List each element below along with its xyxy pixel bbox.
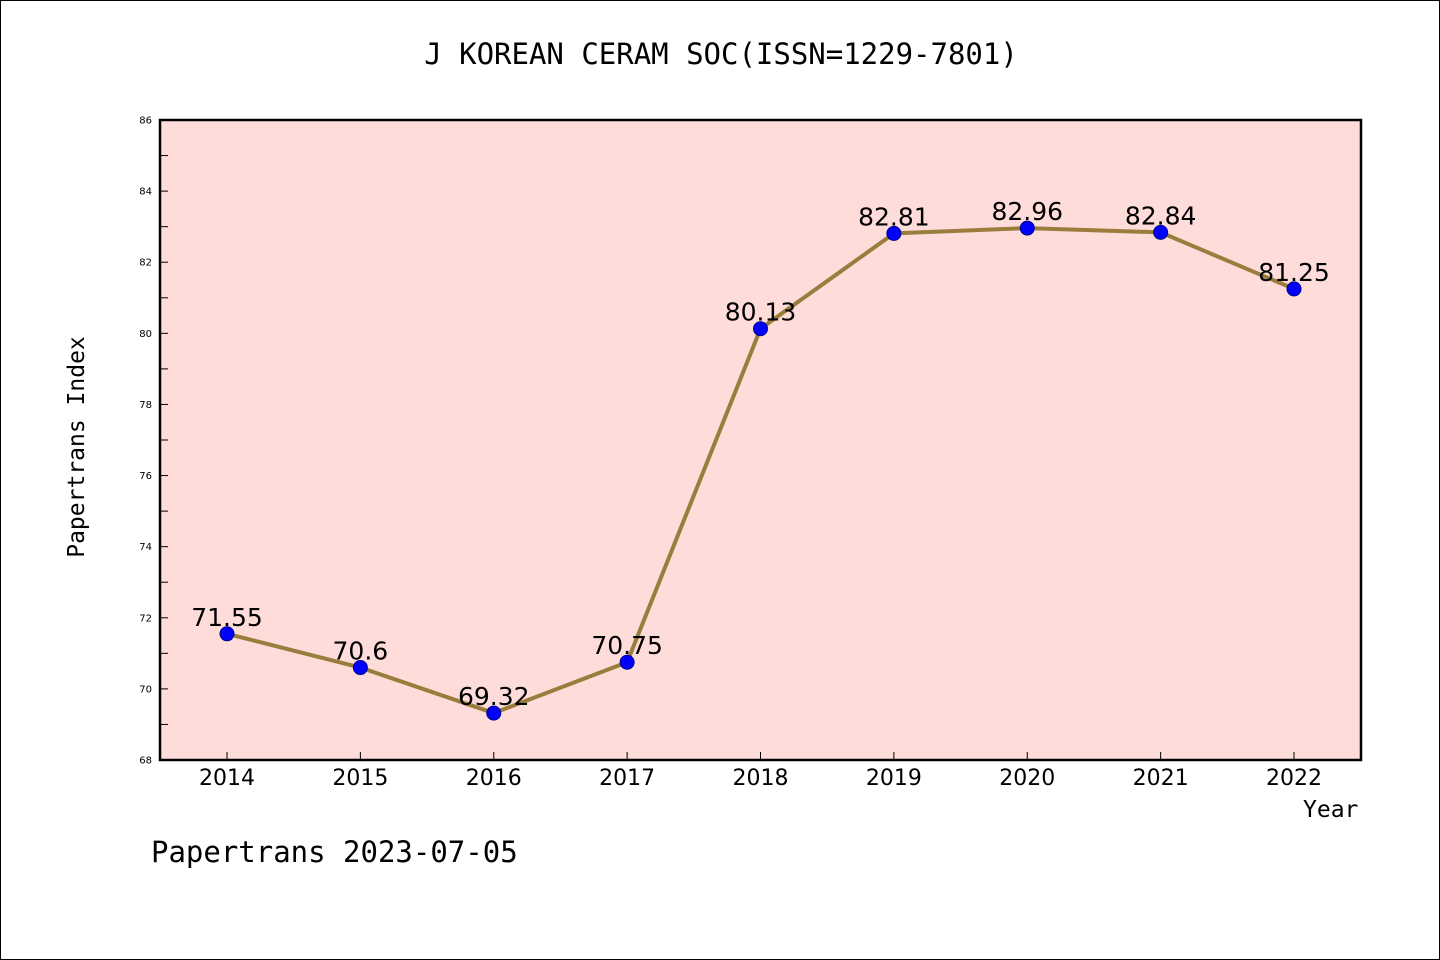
y-tick-label: 72: [139, 613, 152, 624]
y-tick-label: 82: [139, 258, 152, 269]
x-tick-label: 2022: [1266, 766, 1322, 791]
y-tick-label: 86: [139, 116, 152, 127]
data-label: 80.13: [725, 298, 797, 327]
data-point: [753, 321, 768, 337]
data-label: 71.55: [191, 603, 263, 632]
x-axis-label: Year: [1303, 797, 1359, 823]
data-point: [886, 225, 902, 241]
data-label: 82.84: [1125, 201, 1197, 230]
data-point: [352, 660, 368, 676]
x-tick-label: 2016: [466, 766, 522, 791]
x-tick-label: 2020: [999, 766, 1055, 791]
y-tick-label: 76: [139, 471, 152, 482]
data-point: [486, 705, 502, 721]
y-tick-label: 84: [139, 187, 152, 198]
data-point: [619, 654, 635, 670]
footer-date: Papertrans 2023-07-05: [151, 835, 518, 869]
data-label: 69.32: [458, 682, 530, 711]
y-tick-label: 78: [139, 400, 152, 411]
y-tick-label: 74: [139, 542, 152, 553]
x-tick-label: 2021: [1133, 766, 1189, 791]
data-label: 70.75: [591, 631, 663, 660]
data-label: 82.96: [991, 197, 1063, 226]
y-tick-label: 80: [139, 329, 152, 340]
y-tick-label: 68: [139, 756, 152, 767]
data-point: [219, 626, 235, 642]
data-point: [1019, 220, 1035, 236]
data-label: 82.81: [858, 202, 930, 231]
x-tick-label: 2017: [599, 766, 655, 791]
x-tick-label: 2015: [332, 766, 388, 791]
x-tick-label: 2014: [199, 766, 255, 791]
chart-title: J KOREAN CERAM SOC(ISSN=1229-7801): [424, 37, 1018, 71]
data-point: [1286, 281, 1302, 297]
y-tick-label: 70: [139, 684, 152, 695]
data-label: 81.25: [1258, 258, 1330, 287]
x-tick-label: 2019: [866, 766, 922, 791]
data-point: [1153, 224, 1169, 240]
x-tick-label: 2018: [733, 766, 789, 791]
data-label: 70.6: [333, 637, 389, 666]
